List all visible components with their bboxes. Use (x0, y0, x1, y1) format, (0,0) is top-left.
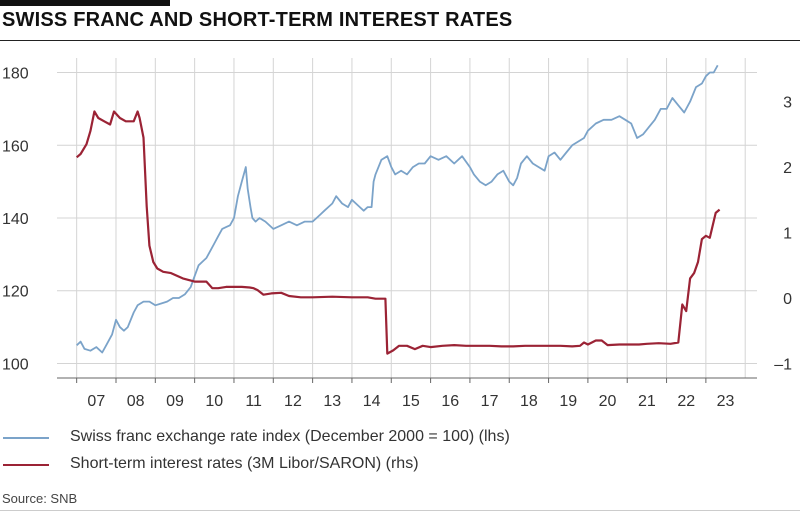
x-tick-label: 22 (677, 393, 695, 410)
x-tick-label: 16 (441, 393, 459, 410)
y-left-tick-label: 100 (2, 356, 29, 373)
source-note: Source: SNB (2, 491, 78, 506)
series-line-interest-rate (75, 110, 721, 355)
x-tick-label: 20 (599, 393, 617, 410)
y-right-tick-label: 3 (783, 95, 792, 112)
y-right-tick-label: 2 (783, 160, 792, 177)
x-tick-label: 09 (166, 393, 184, 410)
x-tick-label: 21 (638, 393, 656, 410)
legend-swatch-exchange-rate (3, 437, 49, 439)
y-left-tick-label: 180 (2, 66, 29, 83)
title-accent-bar (0, 0, 170, 6)
legend-label-interest-rate: Short-term interest rates (3M Libor/SARO… (70, 455, 419, 472)
x-tick-label: 13 (323, 393, 341, 410)
y-right-tick-label: 1 (783, 226, 792, 243)
legend-label-exchange-rate: Swiss franc exchange rate index (Decembe… (70, 428, 510, 445)
y-right-tick-label: 0 (783, 291, 792, 308)
title-divider (0, 40, 800, 41)
y-right-tick-label: –1 (774, 356, 792, 373)
series-line-exchange-rate (76, 64, 719, 354)
x-tick-label: 10 (205, 393, 223, 410)
chart-title: SWISS FRANC AND SHORT-TERM INTEREST RATE… (2, 9, 513, 31)
x-tick-label: 23 (717, 393, 735, 410)
y-left-tick-label: 140 (2, 211, 29, 228)
x-tick-label: 19 (559, 393, 577, 410)
x-tick-label: 12 (284, 393, 302, 410)
x-tick-label: 14 (363, 393, 381, 410)
x-tick-label: 07 (87, 393, 105, 410)
x-tick-label: 11 (245, 393, 262, 410)
x-tick-label: 17 (481, 393, 499, 410)
x-tick-label: 08 (127, 393, 145, 410)
x-tick-label: 15 (402, 393, 420, 410)
legend-swatch-interest-rate (3, 464, 49, 466)
y-left-tick-label: 160 (2, 138, 29, 155)
x-tick-label: 18 (520, 393, 538, 410)
y-left-tick-label: 120 (2, 284, 29, 301)
